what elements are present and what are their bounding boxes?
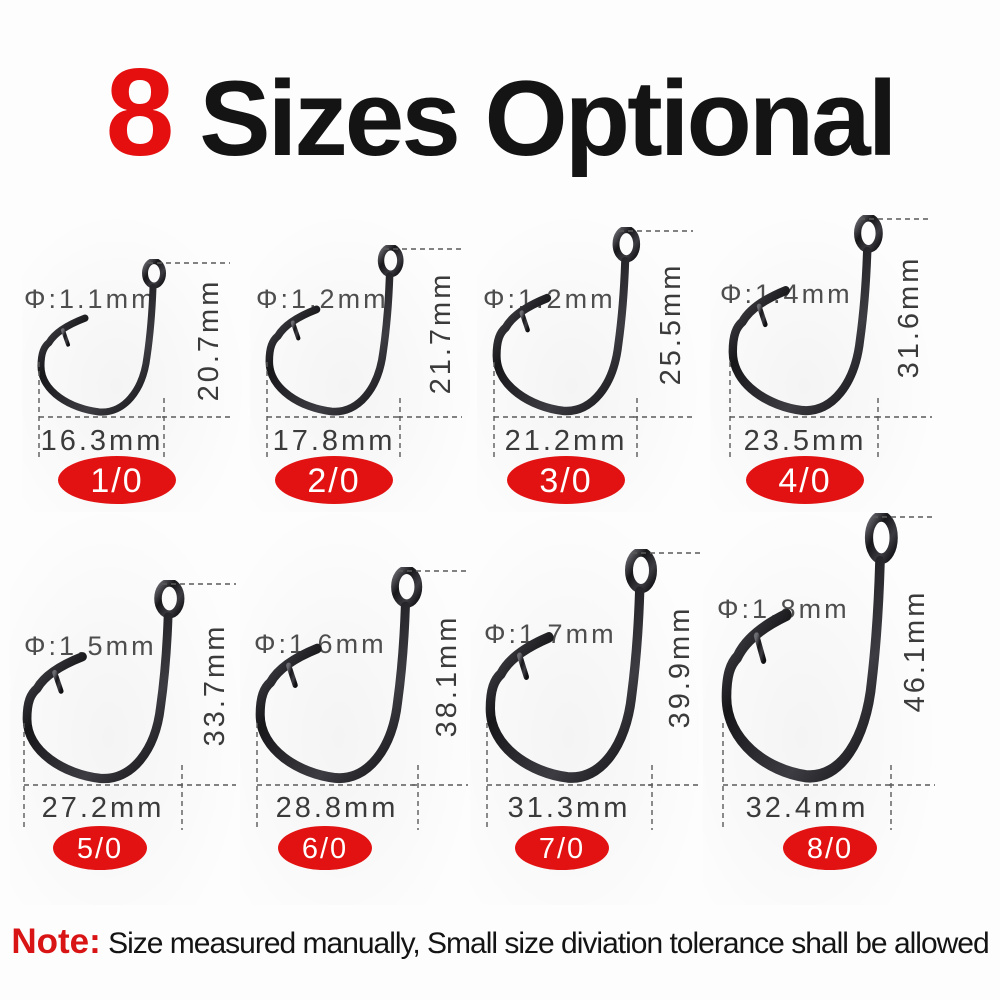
width-measurement: 28.8mm (276, 792, 399, 824)
hook-panel-3-0: Φ:1.2mm 25.5mm 21.2mm 3/0 (477, 212, 702, 512)
size-badge (746, 456, 864, 504)
wire-diameter-label: Φ:1.5mm (24, 631, 157, 661)
size-badge (783, 826, 877, 870)
wire-diameter-label: Φ:1.1mm (24, 284, 157, 314)
hook-panel-1-0: Φ:1.1mm 20.7mm 16.3mm 1/0 (22, 212, 247, 512)
width-measurement: 16.3mm (41, 425, 164, 457)
height-measurement: 38.1mm (431, 615, 463, 738)
size-badge-label: 2/0 (307, 462, 360, 500)
hook-photo (726, 517, 893, 777)
note-label: Note: (11, 922, 101, 961)
title-text: Sizes Optional (172, 58, 897, 178)
title-number: 8 (105, 44, 175, 182)
size-badge (53, 826, 147, 870)
size-badge-label: 7/0 (539, 833, 585, 865)
size-badge (58, 456, 176, 504)
hook-panel-6-0: Φ:1.6mm 38.1mm 28.8mm 6/0 (240, 505, 475, 905)
width-measurement: 32.4mm (746, 792, 869, 824)
height-measurement: 33.7mm (199, 624, 231, 747)
hook-photo (269, 247, 400, 411)
hook-photo (27, 583, 181, 779)
height-measurement: 39.9mm (664, 606, 696, 729)
footer-note: Note: Size measured manually, Small size… (0, 922, 1000, 962)
size-badge-label: 8/0 (807, 833, 853, 865)
hook-photo (733, 218, 879, 411)
width-measurement: 31.3mm (508, 792, 631, 824)
size-badge (275, 456, 393, 504)
height-measurement: 20.7mm (193, 279, 225, 402)
size-badge-label: 5/0 (77, 833, 123, 865)
wire-diameter-label: Φ:1.6mm (254, 629, 387, 659)
width-measurement: 23.5mm (744, 425, 867, 457)
hook-panel-8-0: Φ:1.8mm 46.1mm 32.4mm 8/0 (703, 505, 938, 905)
hook-photo (260, 570, 418, 778)
width-measurement: 21.2mm (505, 425, 628, 457)
size-badge-label: 6/0 (302, 833, 348, 865)
width-measurement: 27.2mm (42, 792, 165, 824)
height-measurement: 25.5mm (655, 263, 687, 386)
size-badge (278, 826, 372, 870)
hook-panel-2-0: Φ:1.2mm 21.7mm 17.8mm 2/0 (250, 212, 475, 512)
note-text: Size measured manually, Small size divia… (100, 927, 990, 960)
height-measurement: 46.1mm (899, 590, 931, 713)
hook-photo (497, 229, 637, 411)
width-measurement: 17.8mm (273, 425, 396, 457)
hook-panel-5-0: Φ:1.5mm 33.7mm 27.2mm 5/0 (10, 505, 245, 905)
height-measurement: 21.7mm (425, 272, 457, 395)
size-badge-label: 3/0 (539, 462, 592, 500)
hook-panel-7-0: Φ:1.7mm 39.9mm 31.3mm 7/0 (470, 505, 705, 905)
wire-diameter-label: Φ:1.2mm (256, 284, 389, 314)
size-badge (515, 826, 609, 870)
page-title: 8 Sizes Optional (0, 38, 1000, 188)
height-measurement: 31.6mm (893, 256, 925, 379)
size-badge (507, 456, 625, 504)
size-badge-label: 1/0 (90, 462, 143, 500)
size-badge-label: 4/0 (778, 462, 831, 500)
hook-panel-4-0: Φ:1.4mm 31.6mm 23.5mm 4/0 (710, 212, 935, 512)
hook-photo (490, 552, 653, 778)
